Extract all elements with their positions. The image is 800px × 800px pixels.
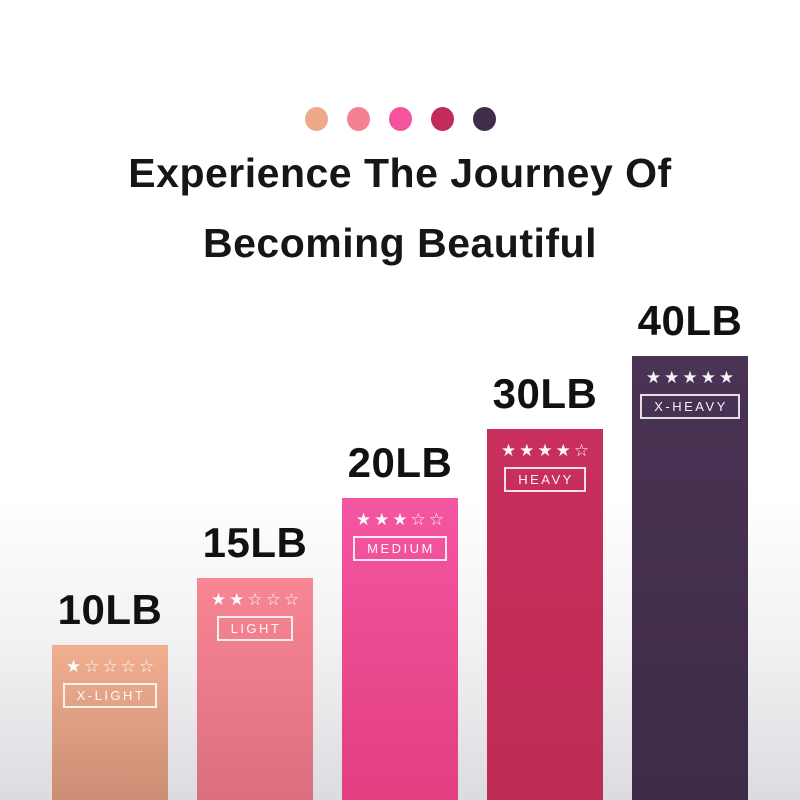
x-light-dot-icon — [304, 107, 328, 131]
weight-label: 10LB — [57, 586, 163, 633]
bar-group-40lb: 40LB ★★★★★ X-HEAVY — [632, 297, 748, 800]
star-rating: ★★★★☆ — [500, 441, 593, 460]
bar-30lb: ★★★★☆ HEAVY — [487, 429, 603, 800]
bar-group-20lb: 20LB ★★★☆☆ MEDIUM — [342, 439, 458, 800]
weight-label: 30LB — [492, 370, 598, 417]
bar-40lb: ★★★★★ X-HEAVY — [632, 356, 748, 800]
level-badge: X-LIGHT — [62, 683, 158, 708]
level-badge: MEDIUM — [353, 536, 447, 561]
weight-label: 40LB — [637, 297, 743, 344]
star-rating: ★★★★★ — [645, 368, 738, 387]
page-title: Experience The Journey Of Becoming Beaut… — [0, 138, 800, 278]
medium-dot-icon — [388, 107, 412, 131]
star-rating: ★★☆☆☆ — [210, 590, 303, 609]
level-badge: HEAVY — [504, 467, 586, 492]
x-heavy-dot-icon — [472, 107, 496, 131]
page-title-line-1: Experience The Journey Of — [128, 150, 672, 196]
bar-group-30lb: 30LB ★★★★☆ HEAVY — [487, 370, 603, 800]
bar-20lb: ★★★☆☆ MEDIUM — [342, 498, 458, 800]
weight-label: 15LB — [202, 519, 308, 566]
page-title-line-2: Becoming Beautiful — [203, 220, 597, 266]
bar-group-15lb: 15LB ★★☆☆☆ LIGHT — [197, 519, 313, 800]
star-rating: ★☆☆☆☆ — [65, 657, 158, 676]
weight-bar-chart: 10LB ★☆☆☆☆ X-LIGHT 15LB ★★☆☆☆ LIGHT 20LB… — [0, 297, 800, 800]
weight-label: 20LB — [347, 439, 453, 486]
bar-15lb: ★★☆☆☆ LIGHT — [197, 578, 313, 800]
light-dot-icon — [346, 107, 370, 131]
bar-10lb: ★☆☆☆☆ X-LIGHT — [52, 645, 168, 800]
bar-group-10lb: 10LB ★☆☆☆☆ X-LIGHT — [52, 586, 168, 800]
level-badge: LIGHT — [216, 616, 294, 641]
star-rating: ★★★☆☆ — [355, 510, 448, 529]
heavy-dot-icon — [430, 107, 454, 131]
level-badge: X-HEAVY — [640, 394, 740, 419]
palette-dot-row — [0, 107, 800, 131]
